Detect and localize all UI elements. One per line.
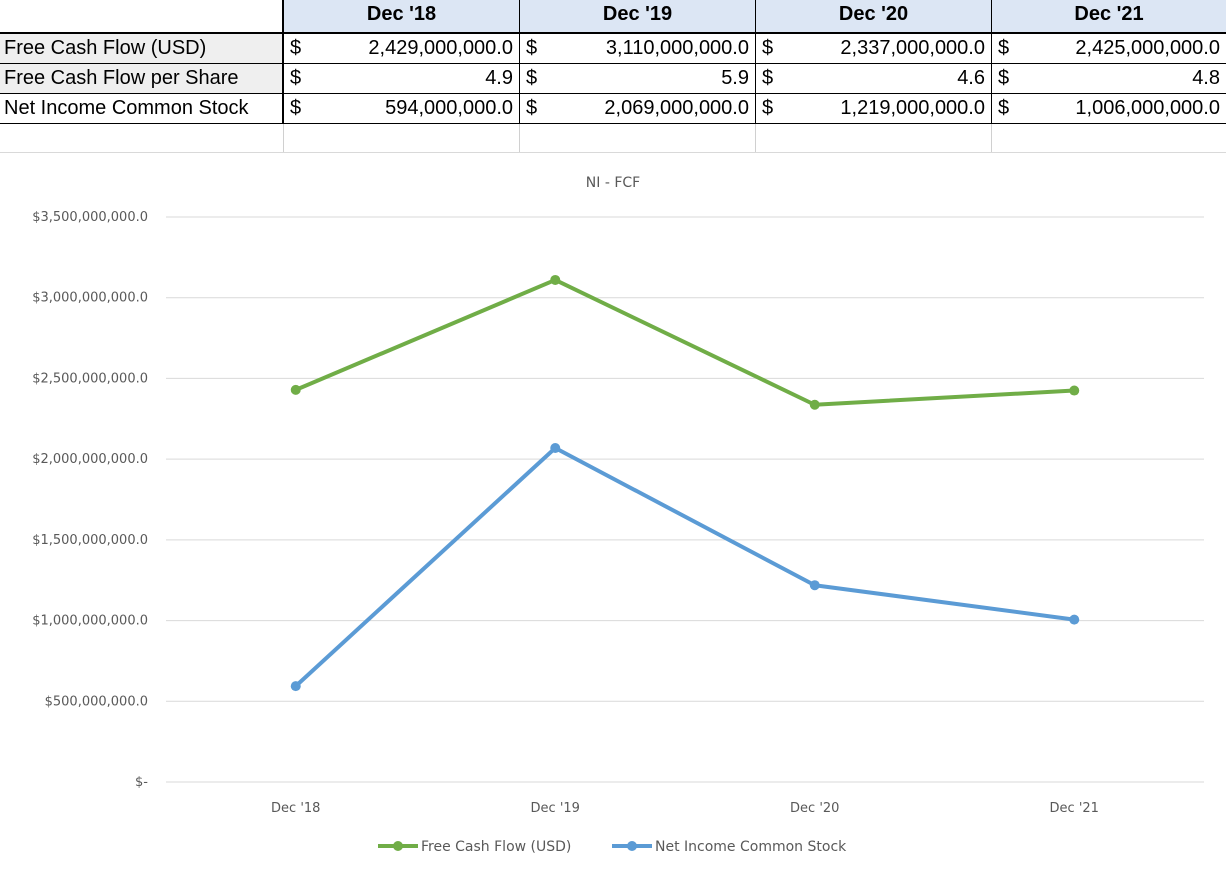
currency-cell[interactable]: $ bbox=[756, 34, 796, 64]
currency-cell[interactable]: $ bbox=[284, 64, 324, 94]
empty-cell[interactable] bbox=[284, 124, 520, 152]
data-point bbox=[550, 274, 561, 285]
header-corner-cell[interactable] bbox=[0, 0, 284, 34]
header-cell[interactable]: Dec '20 bbox=[756, 0, 992, 34]
y-tick-label: $3,500,000,000.0 bbox=[32, 210, 148, 225]
y-tick-label: $1,500,000,000.0 bbox=[32, 533, 148, 548]
currency-cell[interactable]: $ bbox=[284, 94, 324, 124]
currency-cell[interactable]: $ bbox=[992, 34, 1032, 64]
value-cell[interactable]: 4.8 bbox=[1032, 64, 1226, 94]
row-label[interactable]: Free Cash Flow (USD) bbox=[0, 34, 284, 64]
x-tick-label: Dec '20 bbox=[790, 801, 839, 816]
line-chart[interactable]: NI - FCF $- $500,000,000.0 $1,000,000,000.… bbox=[0, 152, 1226, 879]
empty-cell[interactable] bbox=[0, 124, 284, 152]
currency-cell[interactable]: $ bbox=[992, 94, 1032, 124]
value-cell[interactable]: 594,000,000.0 bbox=[324, 94, 520, 124]
empty-row bbox=[0, 124, 1226, 152]
header-cell[interactable]: Dec '19 bbox=[520, 0, 756, 34]
currency-cell[interactable]: $ bbox=[284, 34, 324, 64]
y-tick-label: $- bbox=[135, 775, 148, 790]
header-row: Dec '18 Dec '19 Dec '20 Dec '21 bbox=[0, 0, 1226, 34]
data-point bbox=[809, 399, 820, 410]
empty-cell[interactable] bbox=[992, 124, 1226, 152]
currency-cell[interactable]: $ bbox=[992, 64, 1032, 94]
value-cell[interactable]: 3,110,000,000.0 bbox=[560, 34, 756, 64]
value-cell[interactable]: 2,429,000,000.0 bbox=[324, 34, 520, 64]
series-line bbox=[293, 277, 1077, 407]
legend-marker bbox=[627, 841, 637, 851]
empty-cell[interactable] bbox=[756, 124, 992, 152]
value-cell[interactable]: 2,069,000,000.0 bbox=[560, 94, 756, 124]
empty-cell[interactable] bbox=[520, 124, 756, 152]
y-tick-label: $500,000,000.0 bbox=[45, 694, 148, 709]
data-point bbox=[550, 443, 561, 454]
value-cell[interactable]: 4.9 bbox=[324, 64, 520, 94]
currency-cell[interactable]: $ bbox=[756, 94, 796, 124]
table-row: Net Income Common Stock $ 594,000,000.0 … bbox=[0, 94, 1226, 124]
legend-label: Free Cash Flow (USD) bbox=[421, 839, 571, 855]
data-point bbox=[1069, 614, 1080, 625]
currency-cell[interactable]: $ bbox=[520, 94, 560, 124]
row-label[interactable]: Net Income Common Stock bbox=[0, 94, 284, 124]
value-cell[interactable]: 1,006,000,000.0 bbox=[1032, 94, 1226, 124]
value-cell[interactable]: 4.6 bbox=[796, 64, 992, 94]
y-tick-label: $1,000,000,000.0 bbox=[32, 614, 148, 629]
table-row: Free Cash Flow per Share $ 4.9 $ 5.9 $ 4… bbox=[0, 64, 1226, 94]
y-tick-label: $2,000,000,000.0 bbox=[32, 452, 148, 467]
chart-title: NI - FCF bbox=[586, 175, 640, 191]
value-cell[interactable]: 5.9 bbox=[560, 64, 756, 94]
legend-marker bbox=[393, 841, 403, 851]
y-tick-label: $2,500,000,000.0 bbox=[32, 371, 148, 386]
data-point bbox=[290, 384, 301, 395]
x-tick-label: Dec '21 bbox=[1050, 801, 1099, 816]
y-tick-label: $3,000,000,000.0 bbox=[32, 291, 148, 306]
value-cell[interactable]: 2,425,000,000.0 bbox=[1032, 34, 1226, 64]
value-cell[interactable]: 2,337,000,000.0 bbox=[796, 34, 992, 64]
data-point bbox=[290, 681, 301, 692]
series-line bbox=[293, 446, 1077, 689]
data-point bbox=[809, 580, 820, 591]
header-cell[interactable]: Dec '18 bbox=[284, 0, 520, 34]
data-point bbox=[1069, 385, 1080, 396]
currency-cell[interactable]: $ bbox=[756, 64, 796, 94]
header-cell[interactable]: Dec '21 bbox=[992, 0, 1226, 34]
row-label[interactable]: Free Cash Flow per Share bbox=[0, 64, 284, 94]
currency-cell[interactable]: $ bbox=[520, 34, 560, 64]
value-cell[interactable]: 1,219,000,000.0 bbox=[796, 94, 992, 124]
legend-label: Net Income Common Stock bbox=[655, 839, 847, 855]
x-tick-label: Dec '18 bbox=[271, 801, 320, 816]
x-tick-label: Dec '19 bbox=[531, 801, 580, 816]
chart-svg: NI - FCF $- $500,000,000.0 $1,000,000,000.… bbox=[32, 175, 1204, 855]
table-row: Free Cash Flow (USD) $ 2,429,000,000.0 $… bbox=[0, 34, 1226, 64]
currency-cell[interactable]: $ bbox=[520, 64, 560, 94]
